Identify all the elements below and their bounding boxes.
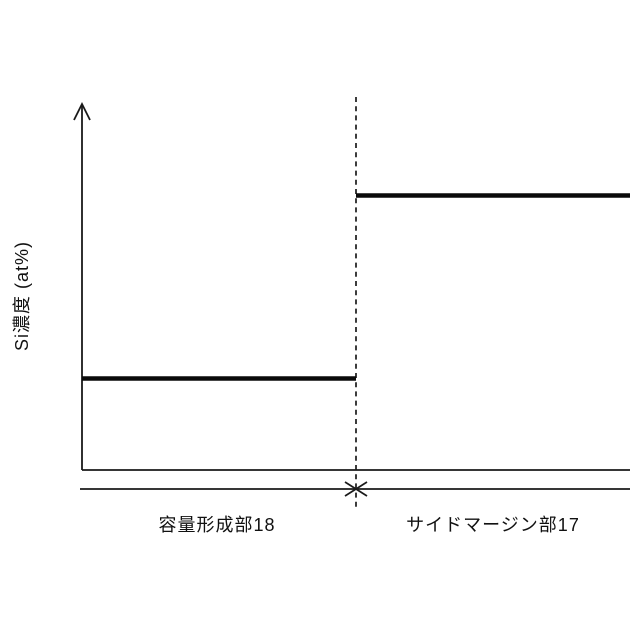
region-label-capacity-forming-part: 容量形成部18: [158, 515, 276, 535]
region-label-side-margin-part: サイドマージン部17: [406, 515, 580, 535]
y-axis-arrowhead: [73, 101, 91, 121]
span-arrowhead-cross-stroke-2: [344, 481, 368, 497]
y-axis-label: Si濃度 (at%): [12, 241, 32, 352]
